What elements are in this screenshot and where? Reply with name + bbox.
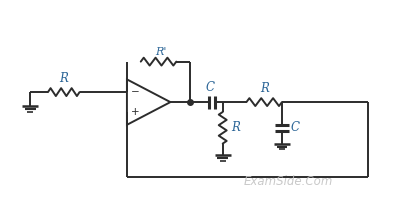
- Text: R: R: [260, 82, 269, 95]
- Text: C: C: [291, 121, 300, 134]
- Text: ExamSide.Com: ExamSide.Com: [244, 175, 334, 188]
- Text: +: +: [130, 107, 139, 117]
- Text: C: C: [205, 81, 214, 94]
- Text: R': R': [155, 47, 166, 57]
- Text: R: R: [232, 121, 240, 134]
- Text: −: −: [130, 87, 139, 97]
- Text: R: R: [59, 72, 68, 85]
